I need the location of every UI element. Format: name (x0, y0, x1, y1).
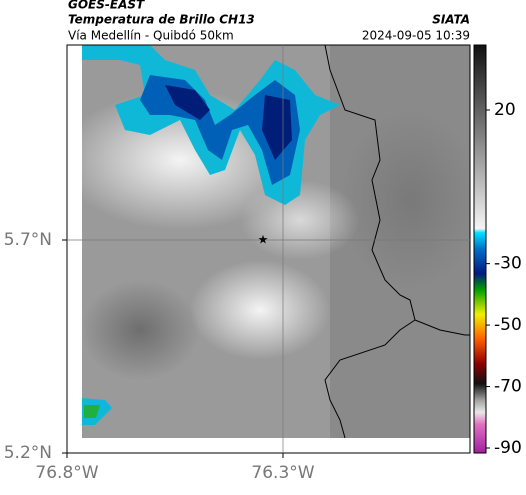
agency: SIATA (432, 13, 470, 27)
map-frame (66, 44, 471, 454)
lat-label: 5.7°N (4, 230, 52, 250)
colorbar-label: -50 (494, 315, 522, 335)
colorbar-label: -70 (494, 377, 522, 397)
satellite-image (82, 45, 470, 438)
colorbar-label: -30 (494, 254, 522, 274)
colorbar-label: 20 (494, 100, 516, 120)
lon-label: 76.8°W (35, 463, 98, 483)
source: GOES-EAST (68, 0, 145, 12)
product: Temperatura de Brillo CH13 (68, 13, 255, 27)
colorbar-label: -90 (494, 438, 522, 458)
region: Vía Medellín - Quibdó 50km (68, 29, 234, 43)
colorbar (473, 44, 487, 454)
location-star: ★ (258, 233, 269, 247)
lon-label: 76.3°W (251, 463, 314, 483)
datetime: 2024-09-05 10:39 (362, 29, 470, 43)
lat-label: 5.2°N (4, 443, 52, 463)
